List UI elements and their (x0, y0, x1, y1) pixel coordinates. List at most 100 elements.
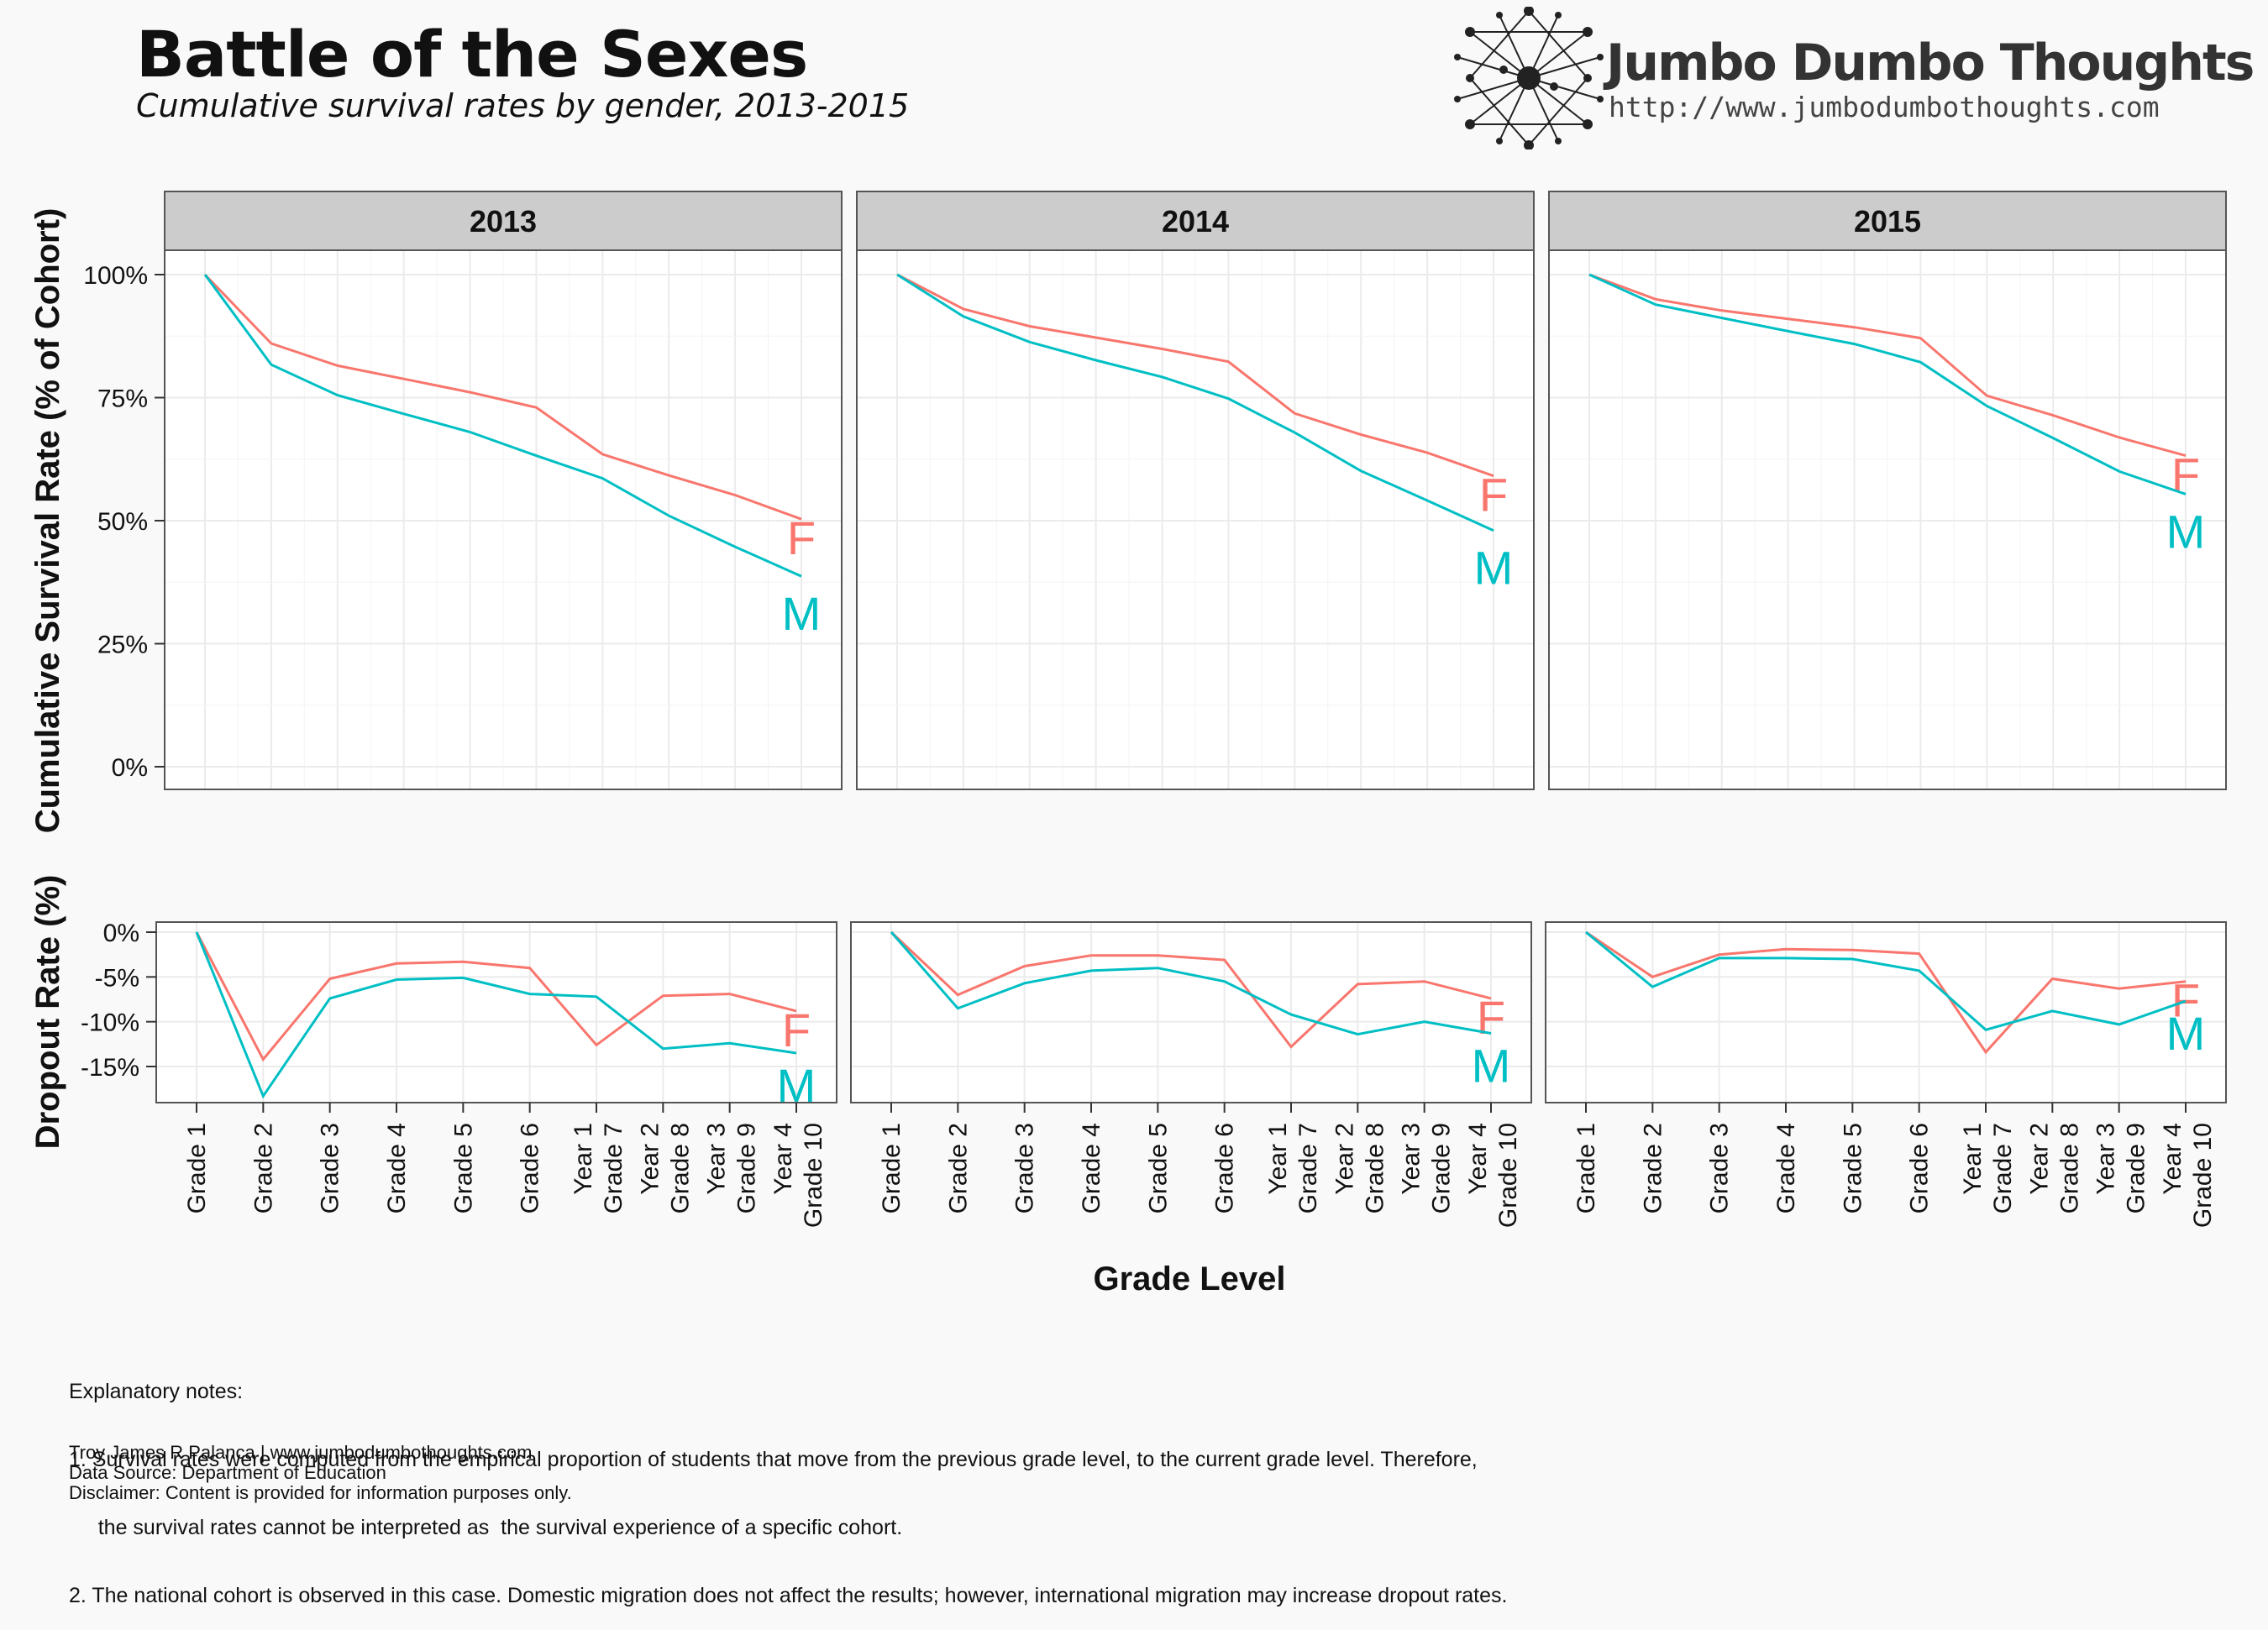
credit-disclaimer: Disclaimer: Content is provided for info… (69, 1482, 572, 1503)
panel-border (850, 921, 1532, 1103)
note-line: the survival rates cannot be interpreted… (69, 1516, 903, 1539)
brand-logo-icon (1454, 7, 1604, 149)
x-tick-label: Grade 8 (1361, 1123, 1389, 1213)
chart-area: 2013FM2014FM2015FM0%25%50%75%100%Cumulat… (29, 191, 2227, 1297)
facet-strip (164, 191, 843, 251)
x-tick-label: Year 3 (703, 1123, 731, 1195)
x-tick-label: Grade 5 (449, 1123, 477, 1213)
x-tick-label: Year 4 (769, 1123, 797, 1195)
series-line-f (896, 273, 1494, 478)
series-line-m (1585, 930, 2187, 1031)
series-end-label-f: F (1479, 469, 1508, 521)
x-tick-label: Grade 1 (1572, 1123, 1600, 1213)
series-line-f (195, 931, 797, 1062)
x-tick-label: Grade 6 (1906, 1123, 1934, 1213)
x-tick-label: Year 3 (1398, 1123, 1425, 1195)
series-end-label-m: M (1474, 542, 1514, 595)
x-tick-label: Grade 2 (1639, 1123, 1667, 1213)
x-tick-label: Grade 7 (1294, 1123, 1322, 1213)
x-tick-label: Grade 1 (878, 1123, 906, 1213)
panel-border (856, 249, 1535, 790)
notes-heading: Explanatory notes: (69, 1380, 244, 1403)
x-tick-label: Grade 2 (249, 1123, 277, 1213)
x-tick-label: Year 1 (1959, 1123, 1987, 1195)
series-line-f (890, 930, 1492, 1049)
x-tick-label: Grade 9 (2123, 1123, 2150, 1213)
series-line-m (195, 931, 797, 1099)
y-axis-title-dropout: Dropout Rate (%) (29, 875, 66, 1150)
series-end-label-f: F (1477, 991, 1505, 1044)
x-tick-label: Year 4 (2159, 1123, 2187, 1195)
series-line-f (1585, 930, 2187, 1055)
y-tick-label: -15% (81, 1054, 139, 1082)
x-tick-label: Grade 7 (600, 1123, 627, 1213)
series-line-m (896, 273, 1494, 532)
facet-strip (856, 191, 1535, 251)
x-tick-label: Year 2 (2025, 1123, 2053, 1195)
panel-background (851, 922, 1531, 1103)
x-tick-label: Grade 4 (1772, 1123, 1800, 1213)
x-tick-label: Grade 9 (733, 1123, 761, 1213)
series-line-f (203, 273, 802, 521)
note-line: 1. Survival rates were computed from the… (69, 1448, 1478, 1471)
series-end-label-f: F (2171, 448, 2200, 501)
facet-label: 2013 (470, 204, 537, 238)
x-tick-label: Grade 3 (1706, 1123, 1734, 1213)
x-tick-label: Year 3 (2092, 1123, 2120, 1195)
credit-source: Data Source: Department of Education (69, 1462, 386, 1483)
chart-subtitle: Cumulative survival rates by gender, 201… (136, 87, 910, 124)
y-tick-label: 0% (112, 754, 148, 782)
x-tick-label: Grade 9 (1428, 1123, 1456, 1213)
facet-label: 2015 (1854, 204, 1921, 238)
panel-border (1545, 921, 2227, 1103)
x-tick-label: Grade 5 (1839, 1123, 1866, 1213)
x-tick-label: Grade 4 (383, 1123, 411, 1213)
x-tick-label: Year 1 (1264, 1123, 1292, 1195)
x-axis-title: Grade Level (1093, 1260, 1285, 1297)
x-tick-label: Year 4 (1464, 1123, 1492, 1195)
x-tick-label: Grade 10 (800, 1123, 827, 1228)
x-tick-label: Grade 7 (1989, 1123, 2017, 1213)
note-line: 2. The national cohort is observed in th… (69, 1584, 1508, 1607)
x-tick-label: Grade 10 (1494, 1123, 1522, 1228)
x-tick-label: Grade 2 (944, 1123, 972, 1213)
panel-border (1548, 249, 2227, 790)
x-tick-label: Grade 1 (183, 1123, 211, 1213)
credit-author: Troy James R Palanca | www.jumbodumbotho… (69, 1442, 533, 1463)
series-line-m (1588, 273, 2187, 495)
y-tick-label: -10% (81, 1009, 139, 1037)
y-tick-label: 0% (103, 920, 139, 947)
x-tick-label: Grade 4 (1078, 1123, 1105, 1213)
panel-border (155, 921, 837, 1103)
y-tick-label: 75% (97, 385, 148, 413)
series-end-label-f: F (782, 1004, 811, 1056)
x-tick-label: Year 2 (636, 1123, 664, 1195)
x-tick-label: Year 2 (1331, 1123, 1358, 1195)
panel-background (1546, 922, 2226, 1103)
panel-background (156, 922, 837, 1103)
y-tick-label: 50% (97, 508, 148, 536)
y-axis-title-survival: Cumulative Survival Rate (% of Cohort) (29, 208, 66, 834)
series-end-label-f: F (787, 511, 816, 564)
y-tick-label: 100% (83, 262, 148, 290)
series-line-f (1588, 273, 2187, 458)
series-end-label-m: M (2166, 505, 2206, 558)
y-tick-label: -5% (95, 964, 139, 992)
x-tick-label: Year 1 (570, 1123, 597, 1195)
series-end-label-m: M (1472, 1040, 1511, 1093)
series-end-label-m: M (782, 587, 822, 640)
x-tick-label: Grade 10 (2189, 1123, 2217, 1228)
x-tick-label: Grade 3 (317, 1123, 344, 1213)
x-tick-label: Grade 5 (1144, 1123, 1172, 1213)
facet-label: 2014 (1162, 204, 1229, 238)
x-tick-label: Grade 6 (517, 1123, 544, 1213)
x-tick-label: Grade 3 (1011, 1123, 1039, 1213)
series-line-m (890, 931, 1492, 1036)
x-tick-label: Grade 8 (2055, 1123, 2083, 1213)
series-end-label-m: M (2166, 1007, 2206, 1060)
x-tick-label: Grade 8 (666, 1123, 694, 1213)
brand-url[interactable]: http://www.jumbodumbothoughts.com (1609, 91, 2160, 123)
credits: Troy James R Palanca | www.jumbodumbotho… (69, 1443, 572, 1503)
series-line-m (203, 274, 802, 578)
series-end-label-f: F (2171, 974, 2200, 1027)
